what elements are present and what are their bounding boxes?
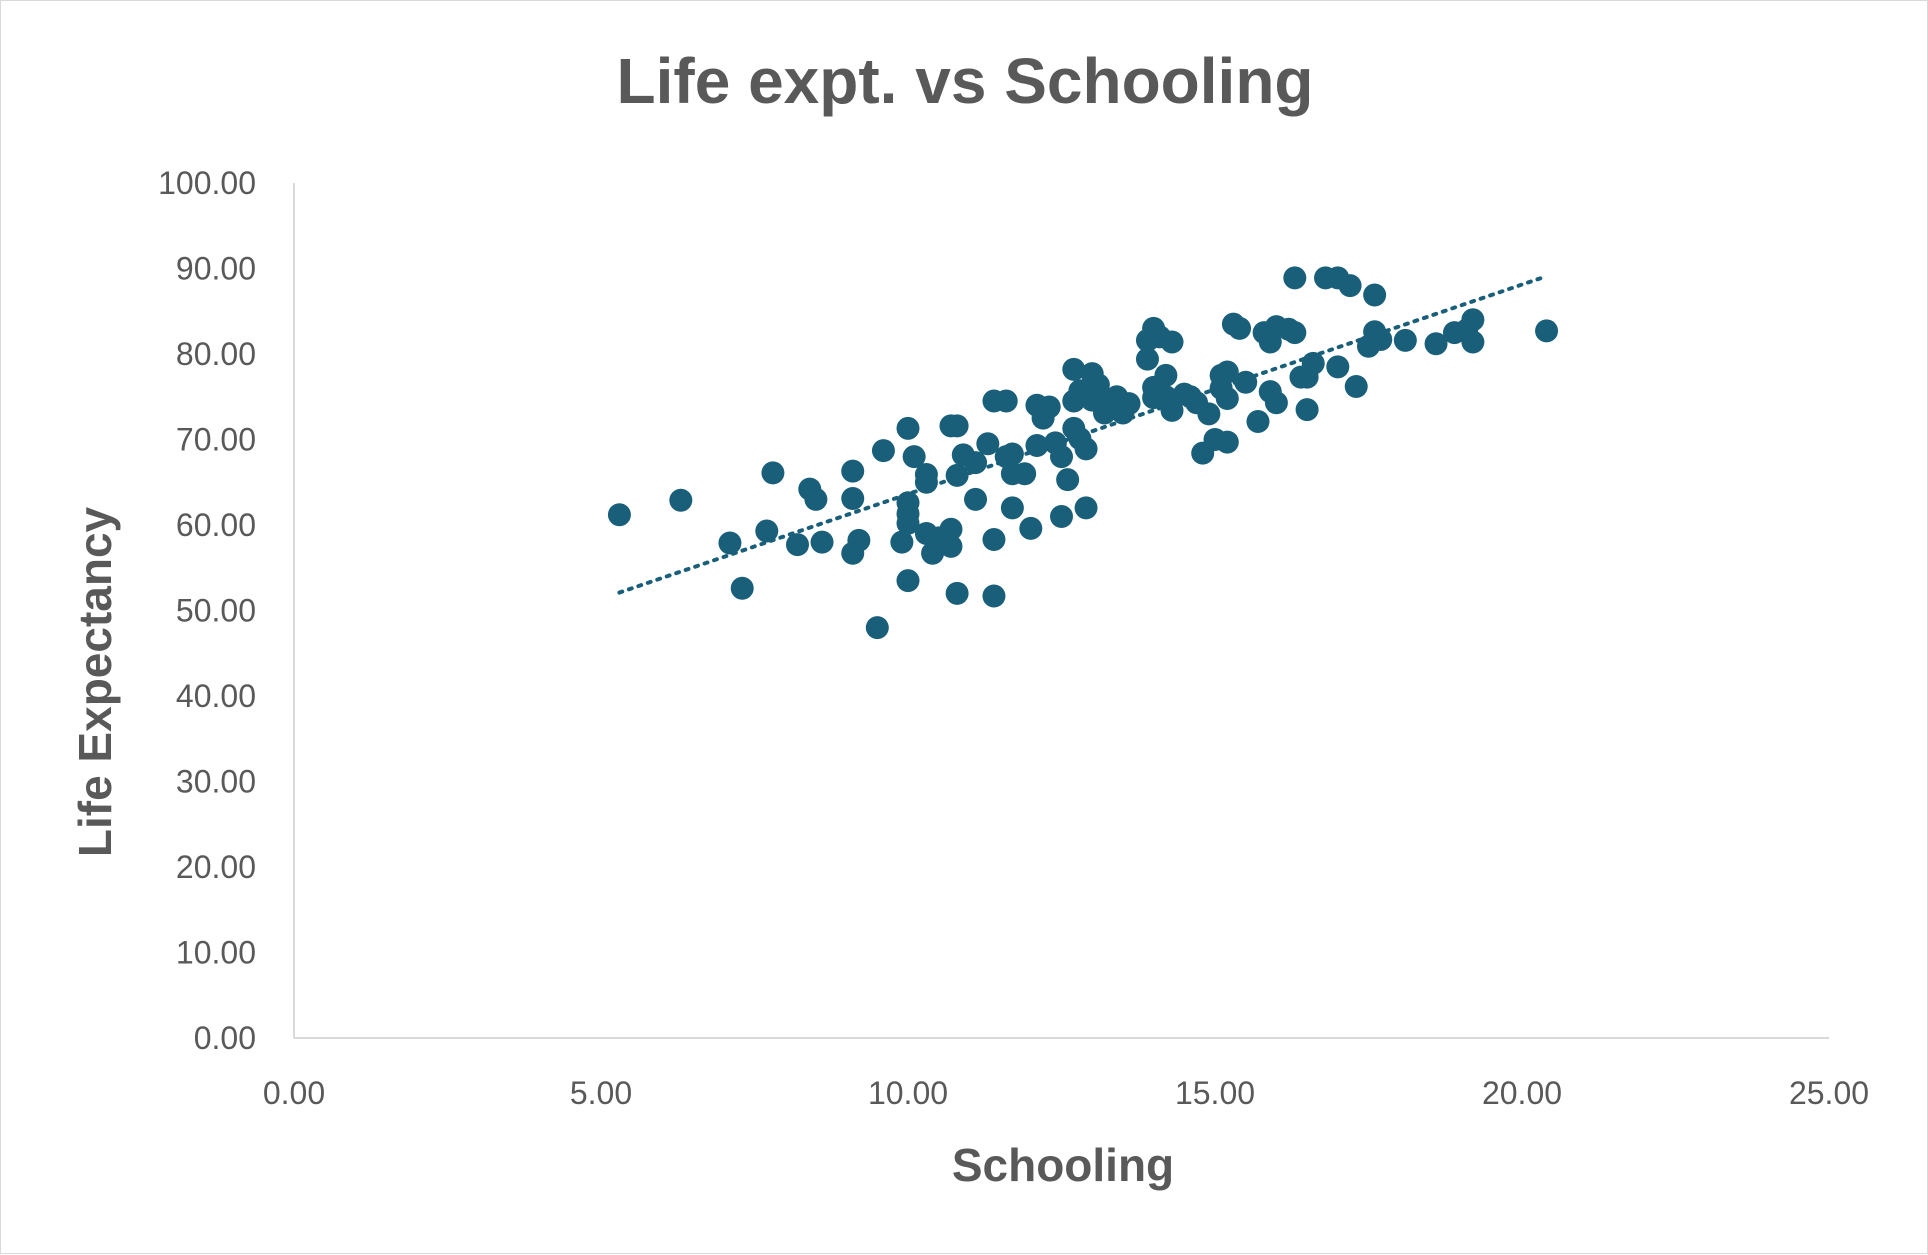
y-tick-label: 40.00 [176, 678, 256, 714]
data-point [1246, 410, 1270, 434]
data-point [1228, 316, 1252, 340]
y-tick-labels: 0.00 10.00 20.00 30.00 40.00 50.00 60.00 70.00 8… [158, 165, 256, 1056]
data-point [939, 517, 963, 541]
data-point [1019, 516, 1043, 540]
y-tick-label: 50.00 [176, 593, 256, 629]
data-point [1363, 283, 1387, 307]
chart-title: Life expt. vs Schooling [617, 45, 1314, 117]
x-tick-label: 15.00 [1175, 1075, 1255, 1111]
y-tick-label: 10.00 [176, 935, 256, 971]
data-point [976, 432, 1000, 456]
y-tick-label: 30.00 [176, 764, 256, 800]
data-point [1283, 321, 1307, 345]
data-point [994, 389, 1018, 413]
data-point [982, 584, 1006, 608]
data-point [785, 533, 809, 557]
data-point [1535, 319, 1559, 343]
data-point [896, 511, 920, 535]
data-point [1074, 437, 1098, 461]
data-point [1000, 496, 1024, 520]
y-tick-label: 20.00 [176, 849, 256, 885]
data-point [1050, 504, 1073, 528]
data-point [1461, 330, 1485, 354]
data-point [1154, 363, 1178, 387]
data-point [1013, 462, 1037, 486]
y-tick-label: 70.00 [176, 422, 256, 458]
y-tick-label: 90.00 [176, 251, 256, 287]
x-tick-label: 0.00 [263, 1075, 325, 1111]
data-point [1056, 468, 1080, 492]
data-point [1160, 398, 1184, 422]
data-point [1424, 332, 1448, 356]
data-point [607, 503, 631, 527]
data-point [730, 576, 754, 600]
data-point [1000, 442, 1024, 466]
x-tick-labels: 0.00 5.00 10.00 15.00 20.00 25.00 [263, 1075, 1869, 1111]
data-point [1344, 374, 1368, 398]
data-point [1215, 360, 1239, 384]
data-point [896, 416, 920, 440]
data-point [1338, 274, 1362, 298]
data-point [1369, 327, 1393, 351]
data-point [964, 487, 988, 511]
data-point [871, 439, 895, 463]
x-tick-label: 5.00 [570, 1075, 632, 1111]
data-point [914, 470, 938, 494]
x-tick-label: 20.00 [1482, 1075, 1562, 1111]
data-point [718, 531, 742, 555]
data-point [939, 534, 963, 558]
y-tick-label: 80.00 [176, 336, 256, 372]
data-point [1135, 347, 1159, 371]
data-point [902, 445, 926, 469]
data-point [1074, 496, 1098, 520]
data-point [761, 461, 785, 485]
data-point [1264, 391, 1288, 415]
data-point [1117, 392, 1141, 416]
data-point [1326, 355, 1350, 379]
data-point [945, 581, 969, 605]
y-tick-label: 100.00 [158, 165, 256, 201]
data-point [1234, 370, 1258, 394]
data-point [841, 459, 865, 483]
data-point [896, 569, 920, 593]
data-points [607, 266, 1559, 640]
data-point [1461, 308, 1485, 332]
data-point [945, 463, 969, 487]
data-point [1295, 398, 1319, 422]
data-point [669, 488, 693, 512]
y-tick-label: 60.00 [176, 507, 256, 543]
x-tick-label: 10.00 [868, 1075, 948, 1111]
data-point [1283, 266, 1307, 290]
data-point [1025, 433, 1049, 457]
x-tick-label: 25.00 [1789, 1075, 1869, 1111]
data-point [945, 414, 969, 438]
data-point [1215, 430, 1239, 454]
data-point [1197, 402, 1221, 426]
data-point [1037, 395, 1061, 419]
y-tick-label: 0.00 [194, 1020, 256, 1056]
data-point [1050, 445, 1073, 469]
x-axis-title: Schooling [952, 1139, 1174, 1191]
data-point [841, 486, 865, 510]
data-point [982, 528, 1006, 552]
data-point [804, 487, 828, 511]
data-point [1393, 328, 1417, 352]
data-point [755, 519, 779, 543]
data-point [865, 616, 889, 640]
data-point [890, 530, 914, 554]
data-point [847, 528, 871, 552]
data-point [964, 451, 988, 475]
data-point [1160, 330, 1184, 354]
data-point [1062, 357, 1086, 381]
data-point [1215, 386, 1239, 410]
y-axis-title: Life Expectancy [69, 506, 121, 857]
data-point [1301, 351, 1325, 375]
data-point [810, 530, 834, 554]
axes [293, 183, 1829, 1039]
